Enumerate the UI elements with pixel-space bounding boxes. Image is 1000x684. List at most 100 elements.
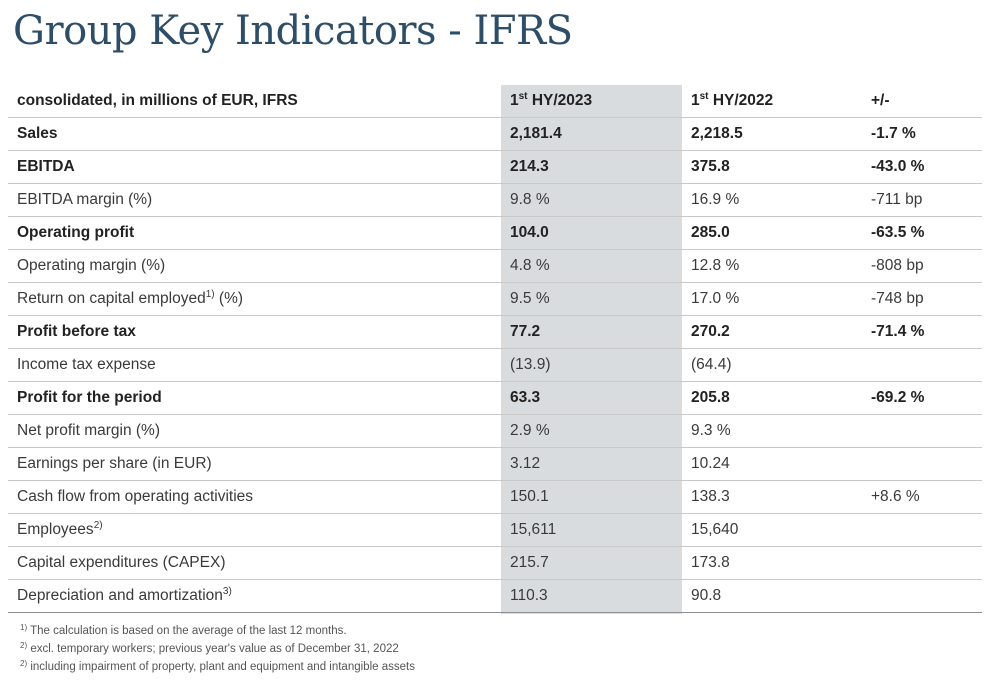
row-label: Earnings per share (in EUR): [8, 447, 501, 481]
value-change: -71.4 %: [862, 315, 982, 349]
value-2022: 12.8 %: [682, 249, 862, 283]
value-2022: 90.8: [682, 579, 862, 613]
value-2022: 2,218.5: [682, 117, 862, 151]
value-2023: 150.1: [501, 480, 682, 514]
row-label-text: Capital expenditures (CAPEX): [17, 554, 226, 571]
footnote: 2) excl. temporary workers; previous yea…: [20, 640, 415, 658]
value-2023: 9.5 %: [501, 282, 682, 316]
value-change: -1.7 %: [862, 117, 982, 151]
value-change: -748 bp: [862, 282, 982, 316]
value-2023: 215.7: [501, 546, 682, 580]
value-change: [862, 579, 982, 613]
row-label-footnote-mark: 3): [222, 586, 232, 597]
table-row: Operating profit 104.0 285.0 -63.5 %: [8, 216, 982, 250]
value-change: -808 bp: [862, 249, 982, 283]
table-row: Income tax expense (13.9) (64.4): [8, 348, 982, 382]
row-label: Income tax expense: [8, 348, 501, 382]
value-2023: 77.2: [501, 315, 682, 349]
value-2023: 214.3: [501, 150, 682, 184]
footnote: 1) The calculation is based on the avera…: [20, 622, 415, 640]
row-label-text: EBITDA: [17, 158, 75, 175]
value-change: [862, 513, 982, 547]
table-row: Sales 2,181.4 2,218.5 -1.7 %: [8, 117, 982, 151]
table-row: Profit for the period 63.3 205.8 -69.2 %: [8, 381, 982, 415]
value-change: -69.2 %: [862, 381, 982, 415]
table-row: Return on capital employed1) (%) 9.5 % 17.…: [8, 282, 982, 316]
row-label: Depreciation and amortization3): [8, 579, 501, 613]
row-label-text: Sales: [17, 125, 58, 142]
value-change: -711 bp: [862, 183, 982, 217]
row-label: Profit for the period: [8, 381, 501, 415]
value-change: -63.5 %: [862, 216, 982, 250]
footnote-mark: 2): [20, 659, 28, 668]
value-2023: 2.9 %: [501, 414, 682, 448]
table-row: EBITDA margin (%) 9.8 % 16.9 % -711 bp: [8, 183, 982, 217]
header-2023: 1st HY/2023: [501, 85, 682, 118]
row-label: Sales: [8, 117, 501, 151]
value-2022: 17.0 %: [682, 282, 862, 316]
value-change: [862, 348, 982, 382]
page-title: Group Key Indicators - IFRS: [13, 8, 573, 54]
footnote-text: including impairment of property, plant …: [27, 661, 415, 673]
value-change: +8.6 %: [862, 480, 982, 514]
row-label-text: Profit for the period: [17, 389, 162, 406]
footnote-text: excl. temporary workers; previous year's…: [27, 643, 399, 655]
row-label-footnote-mark: 1): [205, 289, 215, 300]
value-2022: 205.8: [682, 381, 862, 415]
value-2023: 63.3: [501, 381, 682, 415]
row-label: EBITDA margin (%): [8, 183, 501, 217]
row-label-text: Profit before tax: [17, 323, 136, 340]
header-2023-text: HY/2023: [527, 92, 593, 109]
row-label-text: Earnings per share (in EUR): [17, 455, 212, 472]
value-2023: 110.3: [501, 579, 682, 613]
value-change: -43.0 %: [862, 150, 982, 184]
row-label: Employees2): [8, 513, 501, 547]
header-2022-ordinal: 1: [691, 92, 700, 109]
table-row: Cash flow from operating activities 150.1…: [8, 480, 982, 514]
value-change: [862, 546, 982, 580]
value-2023: 2,181.4: [501, 117, 682, 151]
value-2022: 10.24: [682, 447, 862, 481]
row-label-text: Net profit margin (%): [17, 422, 160, 439]
header-2022: 1st HY/2022: [682, 85, 862, 118]
value-2023: 3.12: [501, 447, 682, 481]
table-row: Profit before tax 77.2 270.2 -71.4 %: [8, 315, 982, 349]
value-2022: (64.4): [682, 348, 862, 382]
row-label-text: Depreciation and amortization: [17, 587, 223, 604]
row-label-text: Cash flow from operating activities: [17, 488, 254, 505]
value-2023: 9.8 %: [501, 183, 682, 217]
row-label-text: EBITDA margin (%): [17, 191, 153, 208]
table-header-row: consolidated, in millions of EUR, IFRS 1…: [8, 85, 982, 118]
value-2022: 285.0: [682, 216, 862, 250]
table-row: Depreciation and amortization3) 110.3 90.8: [8, 579, 982, 613]
key-indicators-table: consolidated, in millions of EUR, IFRS 1…: [8, 85, 982, 613]
table-row: Capital expenditures (CAPEX) 215.7 173.8: [8, 546, 982, 580]
value-2022: 16.9 %: [682, 183, 862, 217]
table-row: Employees2) 15,611 15,640: [8, 513, 982, 547]
value-change: [862, 447, 982, 481]
value-2022: 15,640: [682, 513, 862, 547]
footnote: 2) including impairment of property, pla…: [20, 658, 415, 676]
table-row: Earnings per share (in EUR) 3.12 10.24: [8, 447, 982, 481]
row-label-suffix: (%): [214, 290, 244, 307]
row-label: Return on capital employed1) (%): [8, 282, 501, 316]
row-label: Profit before tax: [8, 315, 501, 349]
footnote-mark: 1): [20, 623, 28, 632]
row-label: EBITDA: [8, 150, 501, 184]
row-label: Capital expenditures (CAPEX): [8, 546, 501, 580]
row-label-footnote-mark: 2): [93, 520, 103, 531]
footnotes: 1) The calculation is based on the avera…: [20, 622, 415, 676]
value-2023: 4.8 %: [501, 249, 682, 283]
row-label-text: Return on capital employed: [17, 290, 206, 307]
row-label-text: Income tax expense: [17, 356, 156, 373]
footnote-mark: 2): [20, 641, 28, 650]
value-2022: 173.8: [682, 546, 862, 580]
value-2022: 270.2: [682, 315, 862, 349]
row-label-text: Employees: [17, 521, 94, 538]
row-label-text: Operating profit: [17, 224, 135, 241]
value-2023: 104.0: [501, 216, 682, 250]
footnote-text: The calculation is based on the average …: [27, 625, 347, 637]
header-2023-ordinal: 1: [510, 92, 519, 109]
header-2022-text: HY/2022: [708, 92, 774, 109]
row-label: Operating margin (%): [8, 249, 501, 283]
